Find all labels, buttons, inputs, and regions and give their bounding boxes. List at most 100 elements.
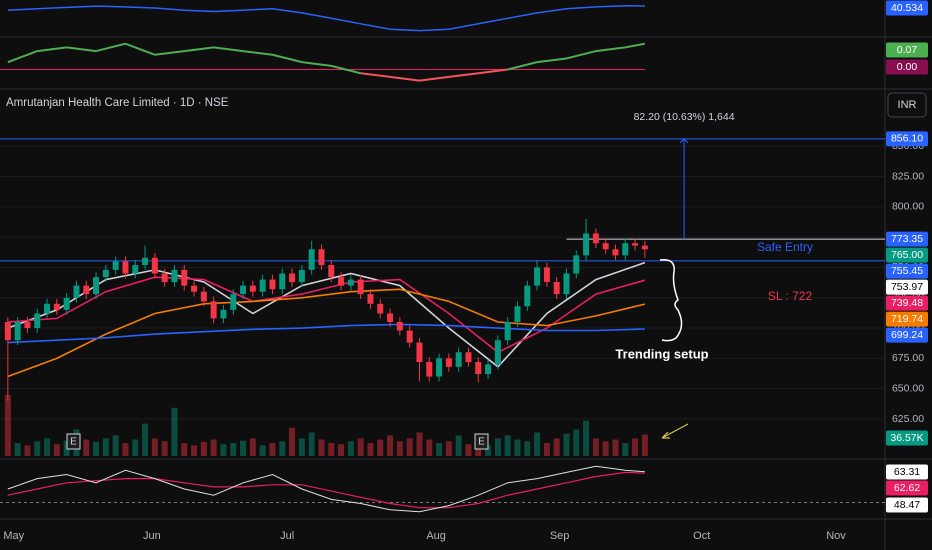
candle-body [34,313,41,329]
volume-bar [524,441,531,456]
price-tag-bg [886,327,928,343]
oscillator-segment [419,75,449,82]
measure-label: 82.20 (10.63%) 1,644 [634,111,735,123]
candle-body [269,279,276,290]
volume-bar [279,441,286,456]
rsi-ma-tag-bg [886,480,928,496]
candle-body [14,322,21,341]
volume-bar [416,432,423,456]
volume-bar [308,432,315,456]
candle-body [200,291,207,302]
volume-bar [328,443,335,456]
volume-bar [367,443,374,456]
volume-bar [445,441,452,456]
volume-bar [122,443,129,456]
candle-body [230,294,237,310]
candle-body [122,261,129,274]
candle-body [583,233,590,256]
volume-bar [357,438,364,456]
price-tag-bg [886,263,928,279]
brace [659,259,683,342]
price-tag-bg [886,247,928,263]
candle-body [612,249,619,256]
volume-bar [612,439,619,456]
candle-body [161,273,168,282]
candle-body [44,303,51,314]
candle-body [279,273,286,290]
volume-bar [543,443,550,456]
zero-tag-bg [886,59,928,75]
candle-body [524,285,531,307]
volume-bar [102,438,109,456]
volume-bar [583,420,590,456]
volume-bar [426,439,433,456]
volume-bar [220,444,227,456]
oscillator-segment [95,42,126,53]
volume-bar [132,439,139,456]
candle-body [249,285,256,292]
candle-body [504,322,511,341]
candle-body [308,249,315,270]
candle-body [210,301,217,319]
oscillator-segment [536,57,567,64]
candle-body [53,303,60,310]
volume-bar [514,439,521,456]
candle-body [298,269,305,282]
candle-body [592,233,599,244]
volume-bar [387,435,394,456]
price-tag: 753.97 [891,281,923,293]
rsi-level-tag: 48.47 [894,499,920,511]
oscillator-segment [37,46,67,53]
y-tick-label: 800.00 [892,201,924,213]
candle-body [151,257,158,274]
volume-bar [563,433,570,456]
candle-body [142,257,149,266]
candle-body [4,322,11,341]
volume-bar [44,438,51,456]
oscillator-segment [566,50,597,60]
oscillator-segment [507,61,538,71]
oscillator-segment [478,68,508,75]
volume-bar [465,444,472,456]
x-tick-label: Jun [143,530,161,542]
price-tag: 719.74 [891,313,923,325]
candle-body [475,362,482,375]
candle-body [259,279,266,292]
candle-body [436,358,443,377]
candle-body [132,265,139,274]
oscillator-tag: 0.07 [897,44,918,56]
price-tag: 773.35 [891,233,923,245]
rsi-line [7,465,645,513]
oscillator-segment [7,50,38,64]
volume-tag: 36.57K [890,432,923,444]
price-tag-bg [886,231,928,247]
indicator-tag: 40.534 [891,2,923,14]
price-tag-bg [886,311,928,327]
candle-body [220,309,227,319]
setup-note: Trending setup [615,346,708,361]
candle-body [396,322,403,331]
earnings-marker[interactable] [474,433,489,450]
x-tick-label: Jul [280,530,294,542]
volume-bar [289,427,296,456]
volume-bar [142,423,149,456]
price-tag: 755.45 [891,265,923,277]
candle-body [465,352,472,362]
volume-bar [93,441,100,456]
volume-bar [259,445,266,456]
volume-bar [200,441,207,456]
y-tick-label: 825.00 [892,170,924,182]
candle-body [632,243,639,246]
volume-bar [641,434,648,456]
moving-average [7,261,646,368]
candle-body [406,330,413,343]
earnings-marker[interactable] [66,433,81,450]
candle-body [357,279,364,295]
currency: INR [898,99,917,111]
candle-body [426,362,433,377]
candle-body [318,249,325,266]
candle-body [289,273,296,282]
currency-button[interactable] [887,92,927,118]
volume-bar [161,441,168,456]
